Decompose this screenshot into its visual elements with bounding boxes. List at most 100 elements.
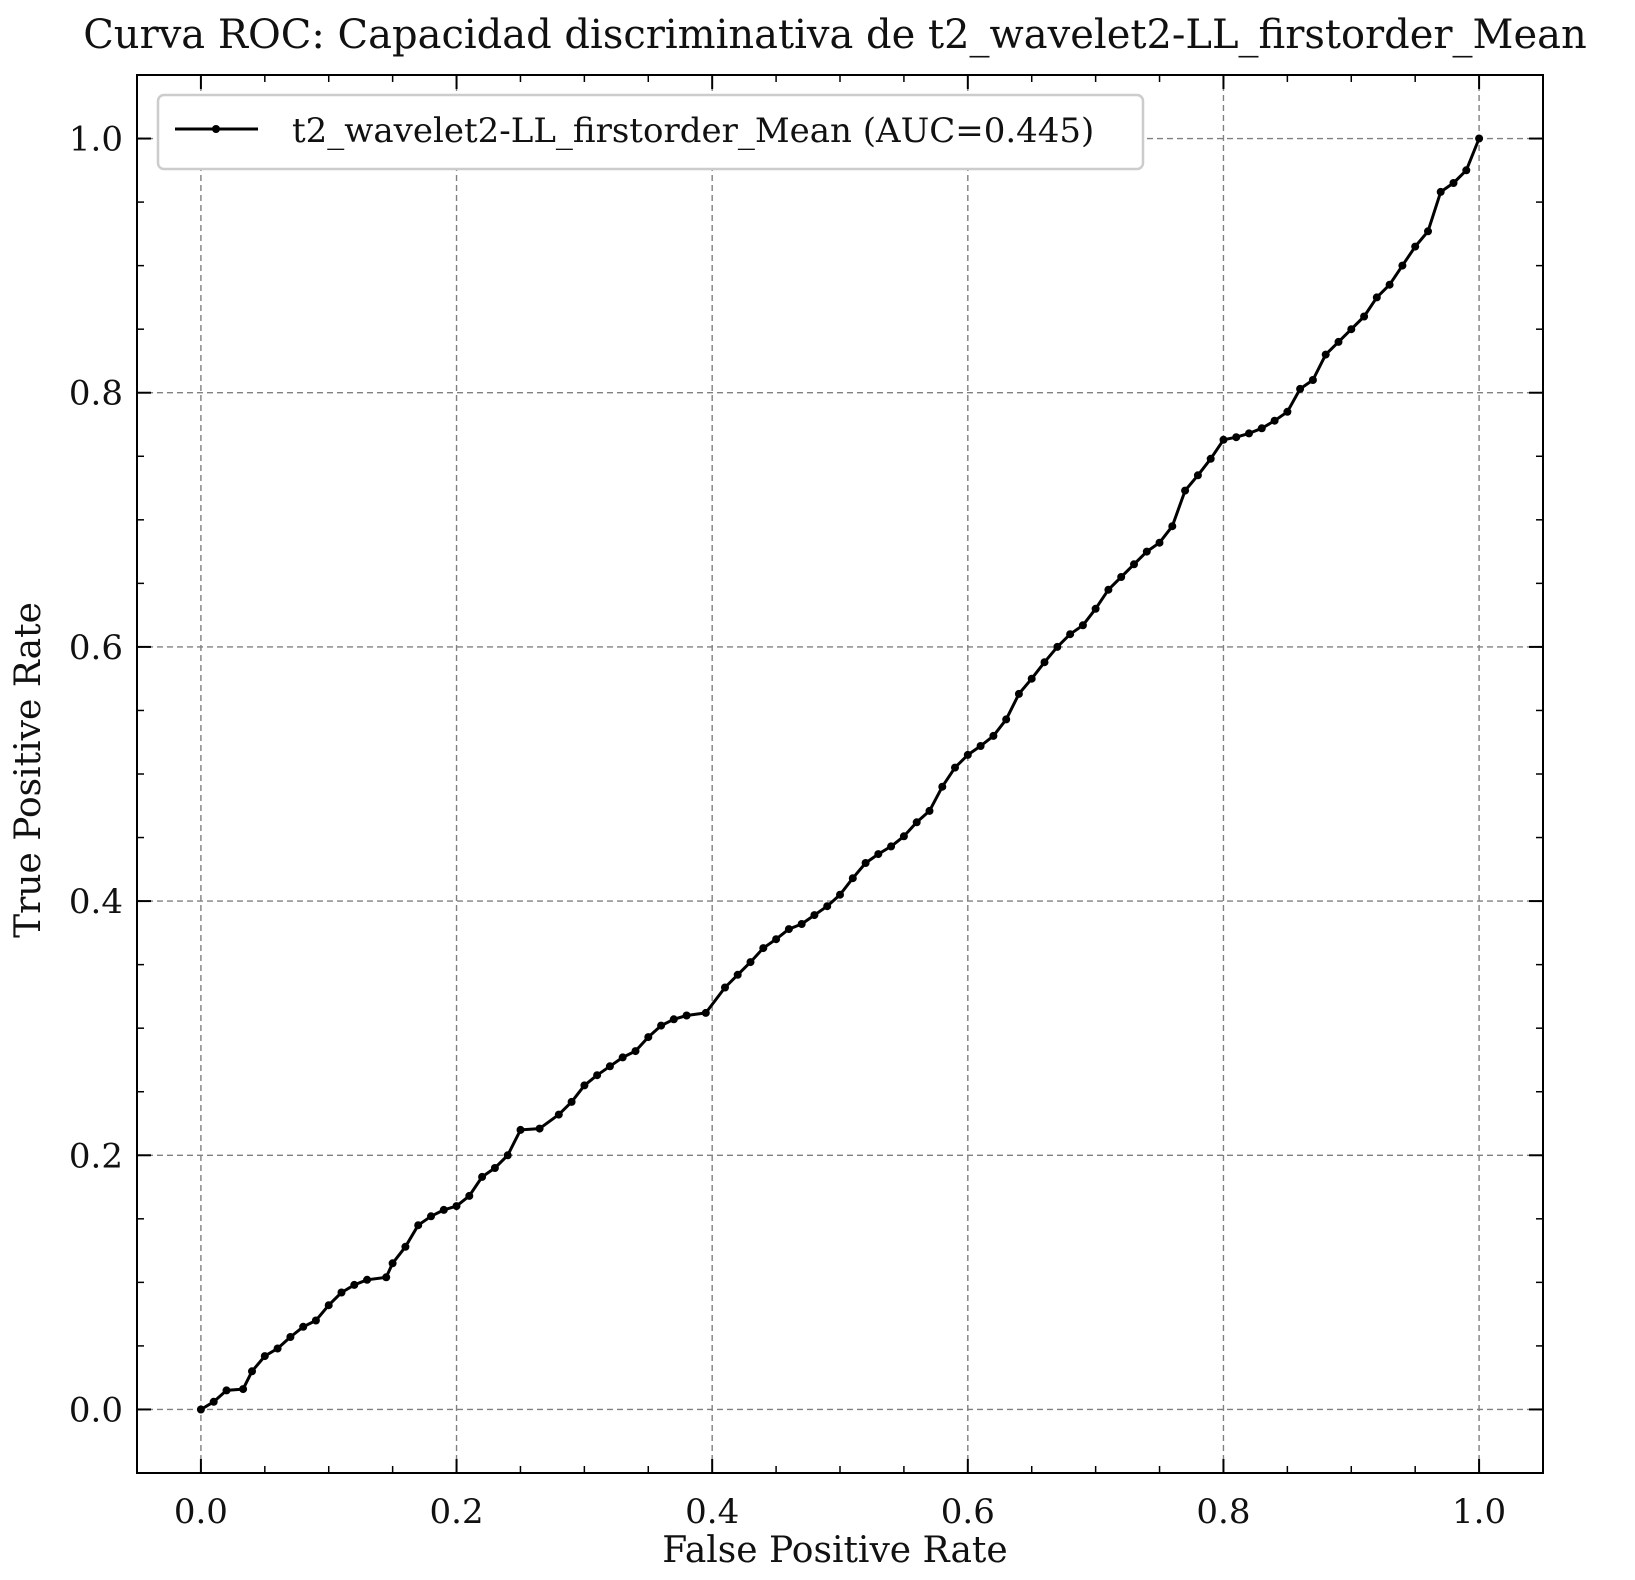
plot-frame: [136, 74, 1544, 1474]
series-point: [382, 1273, 391, 1282]
ticks-layer: 0.0 0.2 0.4 0.6 0.8 1.0 0.0 0.2 0.4 0.6 0.8 1.0: [69, 74, 1544, 1532]
x-tick-label-0: 0.0: [174, 1492, 228, 1532]
series-point: [682, 1011, 691, 1020]
legend: t2_wavelet2-LL_firstorder_Mean (AUC=0.44…: [156, 93, 1145, 171]
y-tick-label-1: 0.2: [69, 1136, 123, 1176]
series-point: [299, 1322, 308, 1331]
series-point: [746, 958, 755, 967]
series-point: [273, 1344, 282, 1353]
series-point: [401, 1242, 410, 1251]
series-point: [1257, 424, 1266, 433]
series-point: [1181, 486, 1190, 495]
series-point: [925, 806, 934, 815]
series-point: [324, 1301, 333, 1310]
series-point: [669, 1015, 678, 1024]
series-point: [772, 935, 781, 944]
series-point: [1321, 350, 1330, 359]
series-line-0: [200, 137, 1481, 1411]
series-point: [989, 731, 998, 740]
series-point: [593, 1071, 602, 1080]
x-tick-label-5: 1.0: [1452, 1492, 1506, 1532]
series-point: [976, 742, 985, 750]
legend-marker-swatch: [212, 125, 220, 133]
series-point: [516, 1125, 525, 1134]
series-point: [535, 1124, 544, 1133]
y-tick-label-5: 1.0: [69, 120, 123, 160]
series-point: [1206, 454, 1215, 463]
series-point: [1385, 280, 1394, 289]
series-point: [1193, 471, 1202, 480]
series-point: [490, 1164, 499, 1172]
series-point: [196, 1405, 205, 1414]
series-point: [1091, 604, 1100, 613]
series-point: [784, 925, 793, 934]
x-tick-label-4: 0.8: [1196, 1492, 1250, 1532]
series-point: [963, 750, 972, 759]
series-point: [848, 874, 857, 883]
series-point: [874, 850, 883, 859]
series-point: [1142, 547, 1151, 556]
series-layer: [196, 134, 1484, 1414]
legend-series-label: t2_wavelet2-LL_firstorder_Mean (AUC=0.44…: [292, 111, 1094, 151]
series-point: [452, 1202, 461, 1211]
series-point: [1232, 433, 1241, 442]
series-point: [239, 1385, 248, 1394]
series-point: [1398, 261, 1407, 270]
series-point: [1372, 293, 1381, 302]
series-point: [657, 1021, 666, 1030]
y-tick-label-2: 0.4: [69, 882, 123, 922]
series-point: [388, 1259, 397, 1268]
series-point: [337, 1288, 346, 1297]
series-point: [1066, 630, 1075, 639]
series-point: [1270, 416, 1279, 425]
x-tick-label-3: 0.6: [941, 1492, 995, 1532]
series-point: [503, 1151, 512, 1160]
series-point: [439, 1205, 448, 1214]
series-point: [260, 1352, 269, 1361]
series-point: [350, 1280, 359, 1289]
series-point: [1347, 325, 1356, 334]
series-point: [1014, 689, 1023, 698]
series-point: [478, 1172, 487, 1181]
legend-box: [156, 93, 1145, 171]
series-point: [1475, 134, 1484, 143]
x-axis-label: False Positive Rate: [662, 1530, 1007, 1571]
y-tick-label-3: 0.6: [69, 628, 123, 668]
series-point: [1168, 522, 1177, 531]
series-point: [363, 1275, 372, 1284]
series-point: [1296, 384, 1305, 393]
series-point: [1411, 242, 1420, 251]
series-point: [1334, 337, 1343, 346]
series-point: [1245, 429, 1253, 438]
series-point: [1002, 715, 1011, 724]
series-point: [1078, 621, 1087, 630]
series-point: [1053, 642, 1062, 651]
series-point: [836, 890, 844, 899]
series-point: [1040, 658, 1049, 667]
x-tick-label-1: 0.2: [430, 1492, 484, 1532]
series-point: [887, 842, 896, 851]
series-point: [1462, 166, 1471, 175]
series-point: [1219, 435, 1228, 444]
series-point: [248, 1367, 256, 1376]
y-axis-label: True Positive Rate: [8, 602, 49, 938]
series-point: [311, 1316, 320, 1325]
series-point: [823, 902, 832, 911]
series-point: [286, 1333, 295, 1341]
series-point: [222, 1386, 231, 1395]
series-point: [631, 1047, 640, 1056]
series-point: [618, 1053, 627, 1062]
axes-layer: [136, 74, 1544, 1474]
chart-title: Curva ROC: Capacidad discriminativa de t…: [83, 12, 1587, 58]
series-point: [797, 920, 806, 928]
series-point: [605, 1062, 614, 1071]
series-point: [465, 1191, 474, 1200]
grid-layer: [137, 75, 1543, 1473]
series-point: [1283, 407, 1292, 416]
series-point: [1449, 179, 1458, 187]
series-point: [861, 859, 870, 867]
series-point: [1424, 227, 1432, 236]
series-point: [733, 970, 742, 979]
y-tick-label-0: 0.0: [69, 1390, 123, 1430]
